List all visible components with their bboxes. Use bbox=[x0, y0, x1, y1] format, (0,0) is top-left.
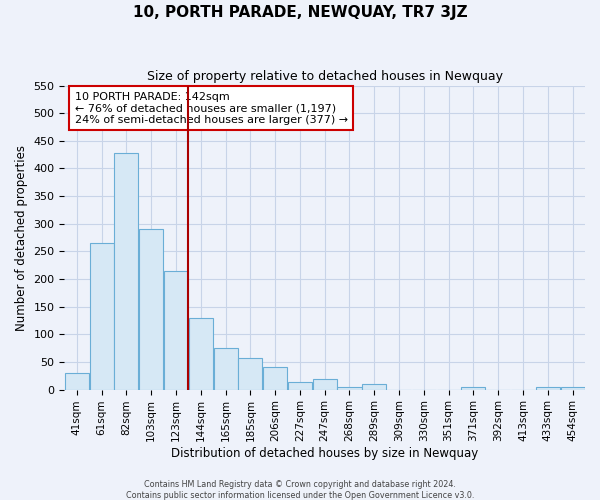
Bar bbox=[189, 318, 213, 390]
Bar bbox=[362, 384, 386, 390]
Text: Contains HM Land Registry data © Crown copyright and database right 2024.
Contai: Contains HM Land Registry data © Crown c… bbox=[126, 480, 474, 500]
Bar bbox=[461, 387, 485, 390]
X-axis label: Distribution of detached houses by size in Newquay: Distribution of detached houses by size … bbox=[171, 447, 478, 460]
Bar bbox=[214, 348, 238, 390]
Bar bbox=[139, 228, 163, 390]
Bar bbox=[536, 387, 560, 390]
Bar bbox=[313, 378, 337, 390]
Bar bbox=[337, 387, 362, 390]
Text: 10, PORTH PARADE, NEWQUAY, TR7 3JZ: 10, PORTH PARADE, NEWQUAY, TR7 3JZ bbox=[133, 5, 467, 20]
Bar bbox=[65, 373, 89, 390]
Bar bbox=[89, 243, 113, 390]
Bar bbox=[164, 272, 188, 390]
Bar bbox=[263, 368, 287, 390]
Y-axis label: Number of detached properties: Number of detached properties bbox=[15, 144, 28, 330]
Bar bbox=[238, 358, 262, 390]
Text: 10 PORTH PARADE: 142sqm
← 76% of detached houses are smaller (1,197)
24% of semi: 10 PORTH PARADE: 142sqm ← 76% of detache… bbox=[75, 92, 348, 125]
Bar bbox=[115, 153, 139, 390]
Bar bbox=[560, 387, 584, 390]
Bar bbox=[288, 382, 312, 390]
Title: Size of property relative to detached houses in Newquay: Size of property relative to detached ho… bbox=[147, 70, 503, 83]
